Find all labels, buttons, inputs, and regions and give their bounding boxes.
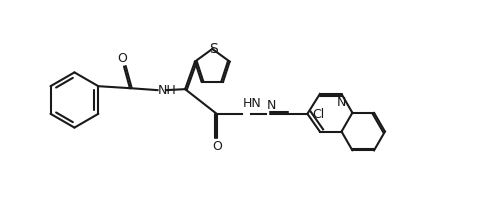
Text: O: O — [117, 51, 127, 64]
Text: O: O — [213, 140, 223, 153]
Text: Cl: Cl — [313, 108, 325, 121]
Text: S: S — [209, 42, 218, 56]
Text: N: N — [266, 99, 276, 112]
Text: N: N — [337, 96, 346, 109]
Text: NH: NH — [158, 84, 177, 97]
Text: HN: HN — [243, 97, 261, 110]
